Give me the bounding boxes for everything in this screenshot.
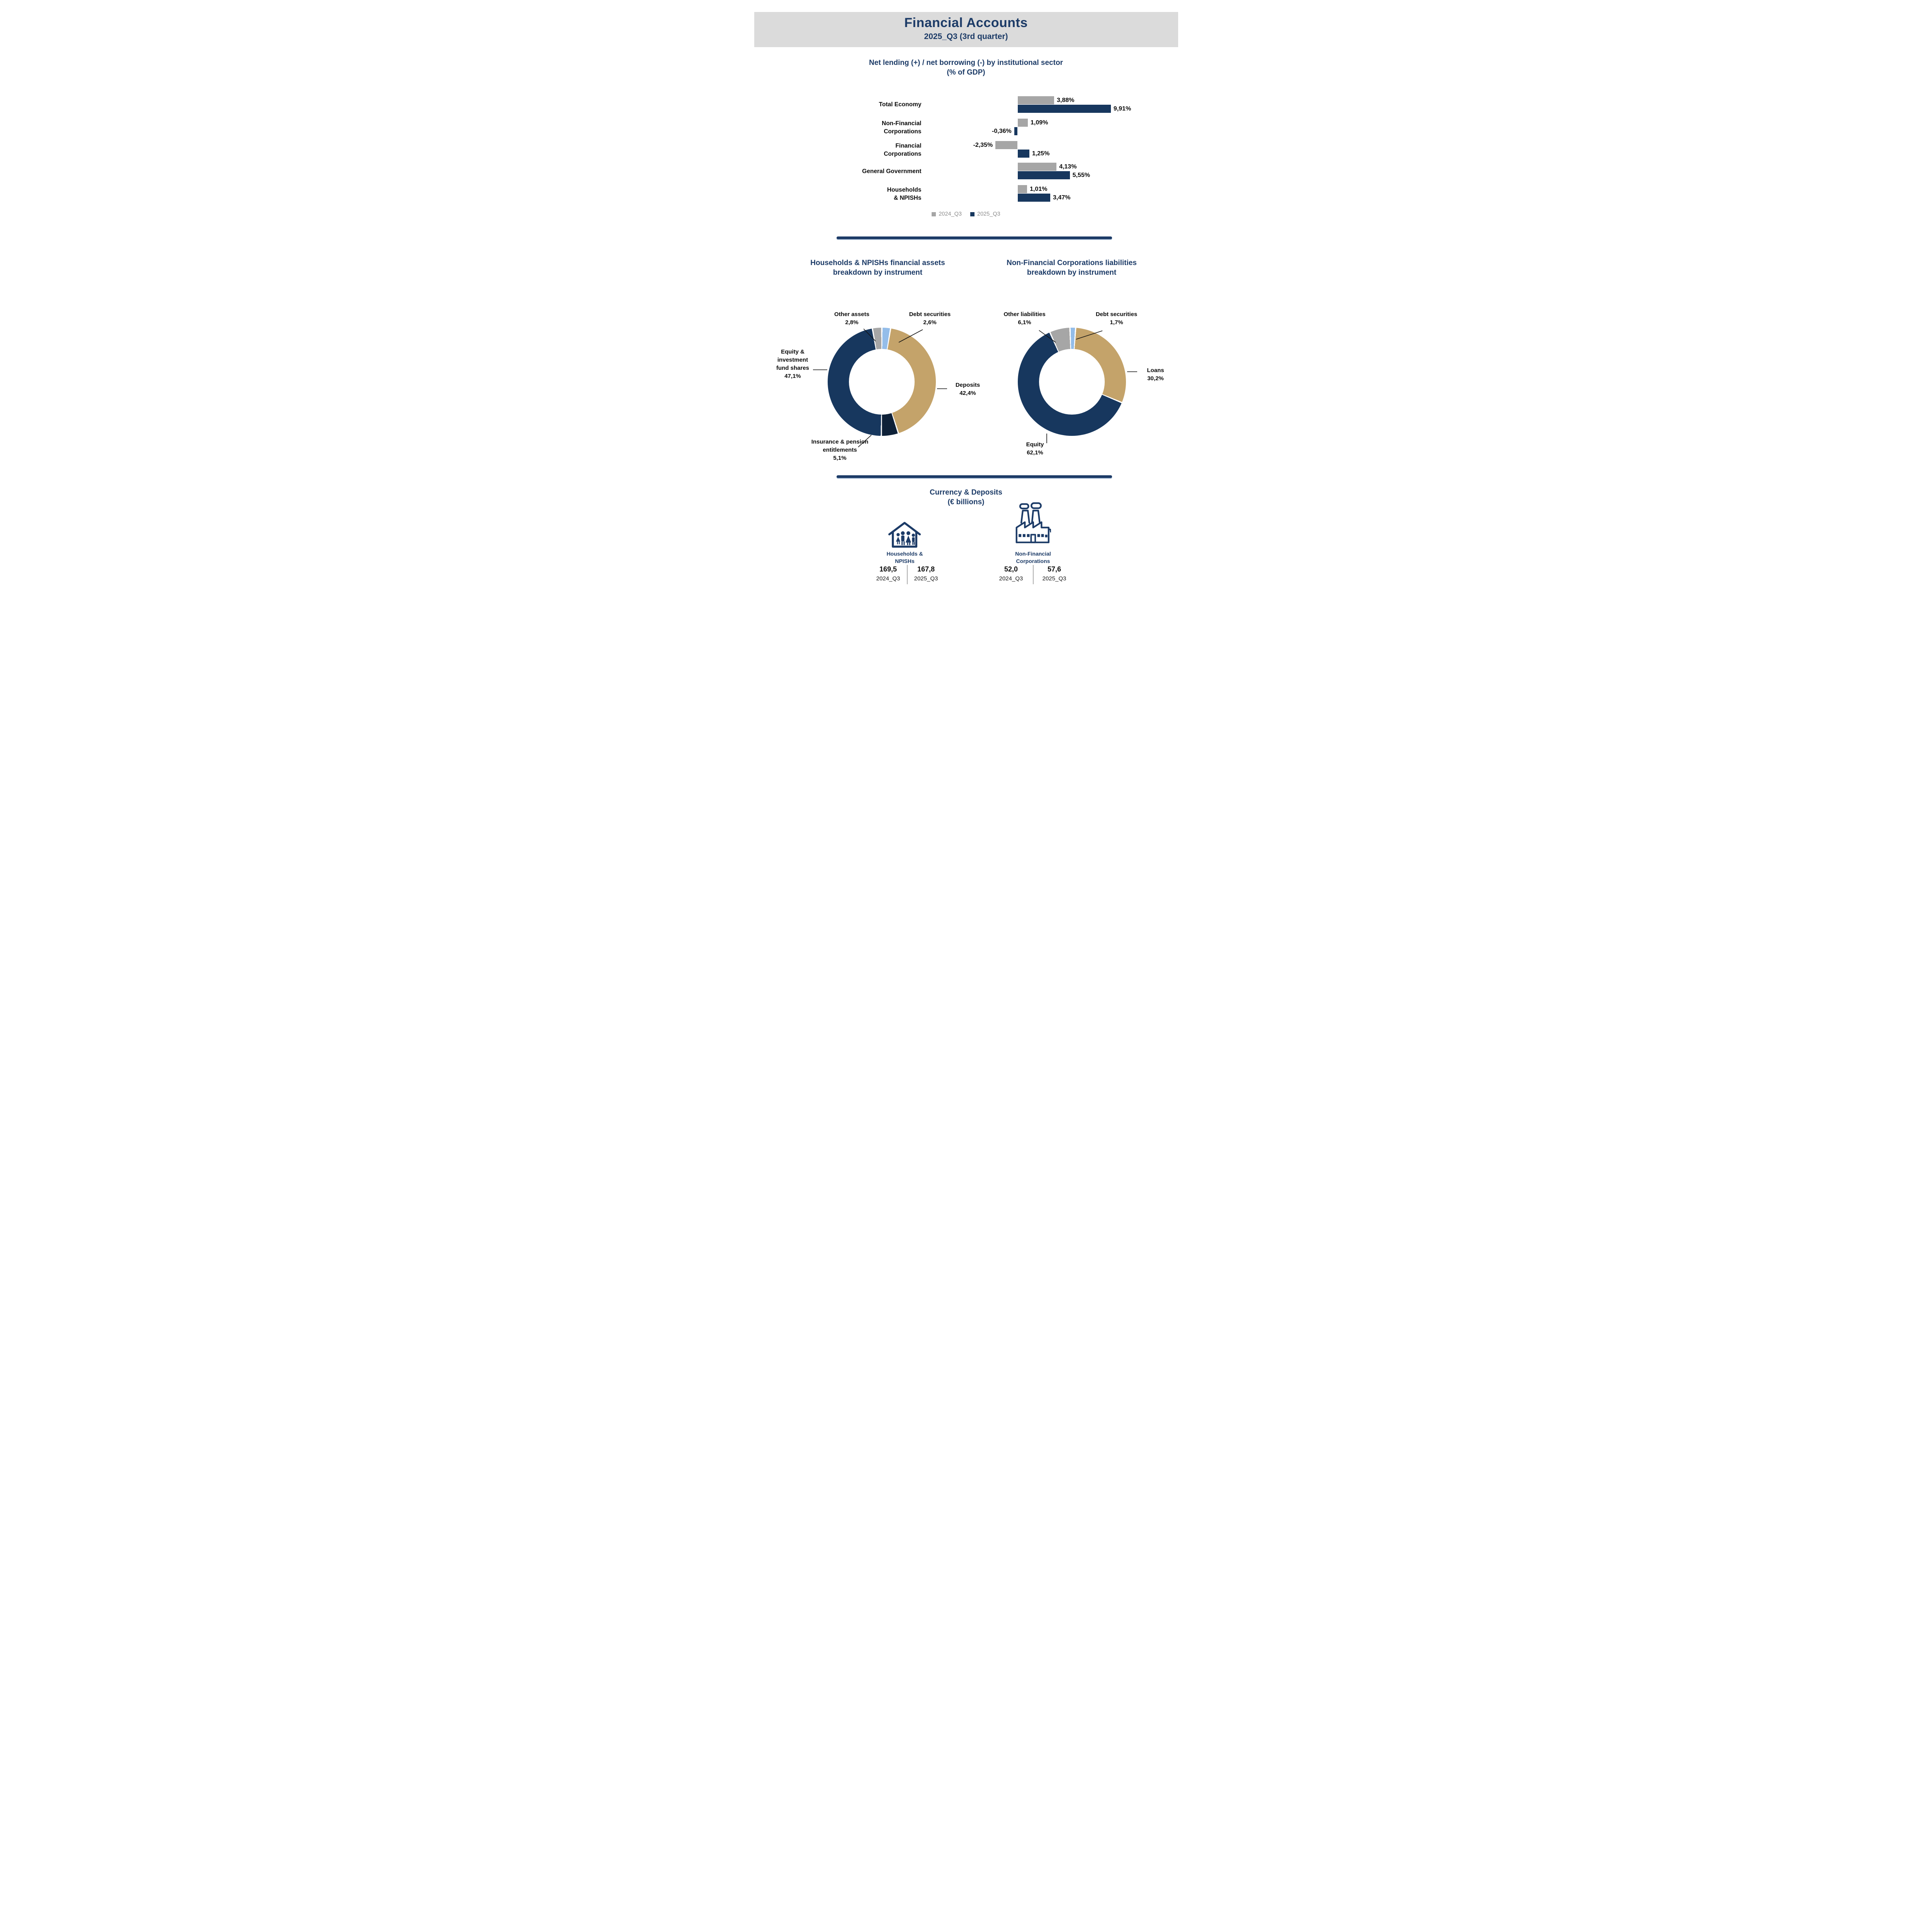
legend-item-2025: 2025_Q3 <box>970 211 1000 217</box>
legend-item-2024: 2024_Q3 <box>932 211 962 217</box>
stat-value: 52,0 <box>1004 565 1018 573</box>
header-band <box>754 12 1178 47</box>
donut-nfc <box>1017 328 1126 436</box>
legend: 2024_Q3 2025_Q3 <box>754 211 1178 217</box>
bar-chart-title-line1: Net lending (+) / net borrowing (-) by i… <box>869 59 1063 67</box>
factory-icon <box>1015 502 1051 543</box>
donut-left-title: Households & NPISHs financial assets bre… <box>810 259 945 277</box>
legend-swatch-2025 <box>970 212 975 216</box>
bar-chart-title: Net lending (+) / net borrowing (-) by i… <box>754 58 1178 77</box>
label-other-assets: Other assets 2,8% <box>834 311 869 326</box>
stat-value: 57,6 <box>1047 565 1061 573</box>
house-family-icon <box>888 522 921 548</box>
stat-name-households: Households & NPISHs <box>886 551 923 564</box>
legend-label: 2025_Q3 <box>977 211 1000 217</box>
bar-2025-hh <box>1017 194 1050 202</box>
bar-2024-gg <box>1017 163 1057 171</box>
bar-value: 9,91% <box>1113 105 1131 112</box>
stat-period: 2025_Q3 <box>1042 575 1066 582</box>
bar-value: 4,13% <box>1059 163 1077 170</box>
bar-2024-total-economy <box>1017 96 1054 104</box>
stat-divider <box>906 565 908 584</box>
label-other-liabilities: Other liabilities 6,1% <box>1003 311 1046 326</box>
section-divider <box>836 475 1112 478</box>
stat-period: 2024_Q3 <box>999 575 1023 582</box>
bar-value: 5,55% <box>1072 172 1090 179</box>
bar-2024-nfc <box>1017 119 1028 127</box>
bar-2025-fc <box>1017 150 1029 158</box>
bar-value: 3,47% <box>1053 194 1071 201</box>
bar-value: -2,35% <box>973 142 993 148</box>
bar-value: 3,88% <box>1056 97 1075 104</box>
label-debt-securities-left: Debt securities 2,6% <box>909 311 951 326</box>
bar-value: -0,36% <box>992 128 1012 134</box>
label-debt-securities-right: Debt securities 1,7% <box>1095 311 1138 326</box>
label-loans: Loans 30,2% <box>1147 367 1164 382</box>
bar-chart: Total Economy Non-Financial Corporations … <box>754 0 1178 240</box>
bar-2024-hh <box>1017 185 1027 193</box>
bar-chart-title-line2: (% of GDP) <box>947 68 985 77</box>
stat-value: 167,8 <box>917 565 935 573</box>
donut-hole <box>1039 349 1105 415</box>
bar-2025-nfc <box>1014 127 1018 135</box>
infographic-page: Financial Accounts 2025_Q3 (3rd quarter)… <box>754 0 1178 600</box>
bar-value: 1,25% <box>1032 150 1050 157</box>
category-label: Households & NPISHs <box>887 187 922 201</box>
stat-period: 2025_Q3 <box>914 575 938 582</box>
category-label: Financial Corporations <box>884 143 922 157</box>
category-label: Total Economy <box>879 101 922 108</box>
stat-name-nfc: Non-Financial Corporations <box>1015 551 1051 564</box>
legend-label: 2024_Q3 <box>939 211 962 217</box>
label-insurance-pension: Insurance & pension entitlements 5,1% <box>811 439 869 461</box>
donut-right-title: Non-Financial Corporations liabilities b… <box>1007 259 1137 277</box>
legend-swatch-2024 <box>932 212 936 216</box>
category-label: General Government <box>862 168 922 175</box>
bar-2025-total-economy <box>1017 105 1111 113</box>
page-subtitle: 2025_Q3 (3rd quarter) <box>924 32 1008 41</box>
donut-households <box>827 328 936 436</box>
bar-2025-gg <box>1017 171 1070 179</box>
page-title: Financial Accounts <box>904 15 1028 30</box>
stat-value: 169,5 <box>879 565 897 573</box>
stat-period: 2024_Q3 <box>876 575 900 582</box>
label-equity: Equity 62,1% <box>1026 441 1044 456</box>
bar-value: 1,01% <box>1030 186 1048 192</box>
bar-value: 1,09% <box>1031 119 1048 126</box>
section-divider <box>836 236 1112 239</box>
label-deposits: Deposits 42,4% <box>955 382 980 396</box>
stat-divider <box>1032 565 1034 584</box>
category-label: Non-Financial Corporations <box>882 120 922 135</box>
label-equity-investment: Equity & investment fund shares 47,1% <box>776 349 810 379</box>
currency-deposits-title: Currency & Deposits (€ billions) <box>930 488 1002 506</box>
bar-2024-fc <box>995 141 1018 149</box>
donut-hole <box>849 349 915 415</box>
